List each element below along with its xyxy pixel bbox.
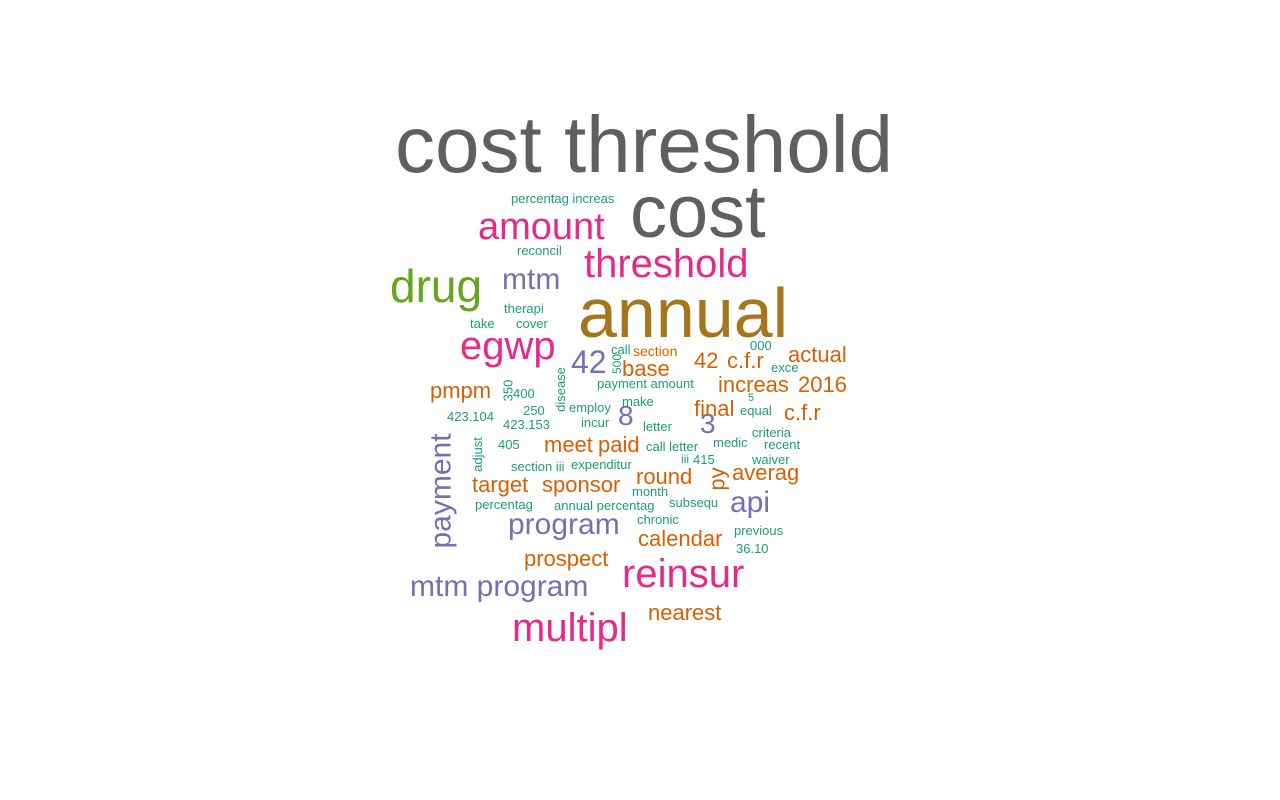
word: 250 [523, 403, 545, 418]
word: waiver [752, 452, 790, 467]
word: call [611, 342, 631, 357]
word: incur [581, 415, 610, 430]
word: 42 [571, 344, 607, 380]
word: section iii [511, 459, 565, 474]
word: meet [544, 432, 593, 457]
word: 405 [498, 437, 520, 452]
word: cover [516, 316, 548, 331]
word: cost [630, 170, 766, 253]
word: multipl [512, 606, 628, 650]
word: equal [740, 403, 772, 418]
word: nearest [648, 600, 722, 625]
word: reinsur [622, 552, 745, 596]
word: make [622, 394, 654, 409]
word: 500 [610, 353, 625, 375]
word: employ [569, 400, 611, 415]
word: 42 [694, 348, 719, 373]
word: calendar [638, 526, 723, 551]
word: api [730, 486, 771, 519]
word: 423.104 [447, 409, 494, 424]
word: base [622, 356, 670, 381]
word: mtm [502, 263, 561, 296]
word: payment [424, 433, 458, 549]
word: paid [598, 432, 640, 457]
word: payment amount [597, 376, 694, 391]
word: 415 [693, 452, 715, 467]
word: expenditur [571, 457, 632, 472]
word: annual percentag [554, 498, 655, 513]
word: 423.153 [503, 417, 550, 432]
word: prospect [524, 546, 609, 571]
word: take [470, 316, 495, 331]
word: mtm program [410, 570, 589, 603]
word: previous [734, 523, 784, 538]
word: final [694, 396, 735, 421]
word: medic [713, 435, 748, 450]
word: iii [681, 452, 689, 466]
word: disease [552, 367, 568, 412]
word: criteria [752, 425, 792, 440]
word: percentag increas [511, 191, 615, 206]
word: 5 [748, 392, 755, 404]
word: actual [788, 342, 847, 367]
word: sponsor [542, 472, 621, 497]
word: 400 [513, 386, 535, 401]
word: call letter [646, 439, 699, 454]
word: chronic [637, 512, 679, 527]
word: program [508, 508, 620, 541]
word: cost threshold [395, 100, 894, 189]
word: annual [578, 274, 789, 352]
word: 3 [700, 408, 716, 439]
word: letter [643, 419, 672, 434]
word: increas [718, 372, 789, 397]
word: section [633, 343, 678, 359]
word: drug [390, 260, 483, 312]
word: py [704, 467, 730, 491]
word: 36.10 [736, 541, 769, 556]
word: round [636, 464, 693, 489]
word: target [472, 472, 529, 497]
word: egwp [460, 324, 556, 368]
word: month [632, 484, 669, 499]
word: exce [771, 360, 799, 375]
word: recent [764, 437, 801, 452]
word: c.f.r [727, 348, 764, 373]
word: therapi [504, 301, 544, 316]
word: threshold [584, 242, 749, 286]
word: amount [478, 206, 605, 248]
word: percentag [475, 497, 533, 512]
word: c.f.r [784, 400, 821, 425]
word: 2016 [798, 372, 847, 397]
word: pmpm [430, 378, 492, 403]
word: 000 [750, 338, 772, 353]
word: subsequ [669, 495, 719, 510]
word: reconcil [517, 243, 562, 258]
word: 8 [618, 400, 634, 431]
word: adjust [469, 437, 485, 472]
word: averag [732, 460, 800, 485]
